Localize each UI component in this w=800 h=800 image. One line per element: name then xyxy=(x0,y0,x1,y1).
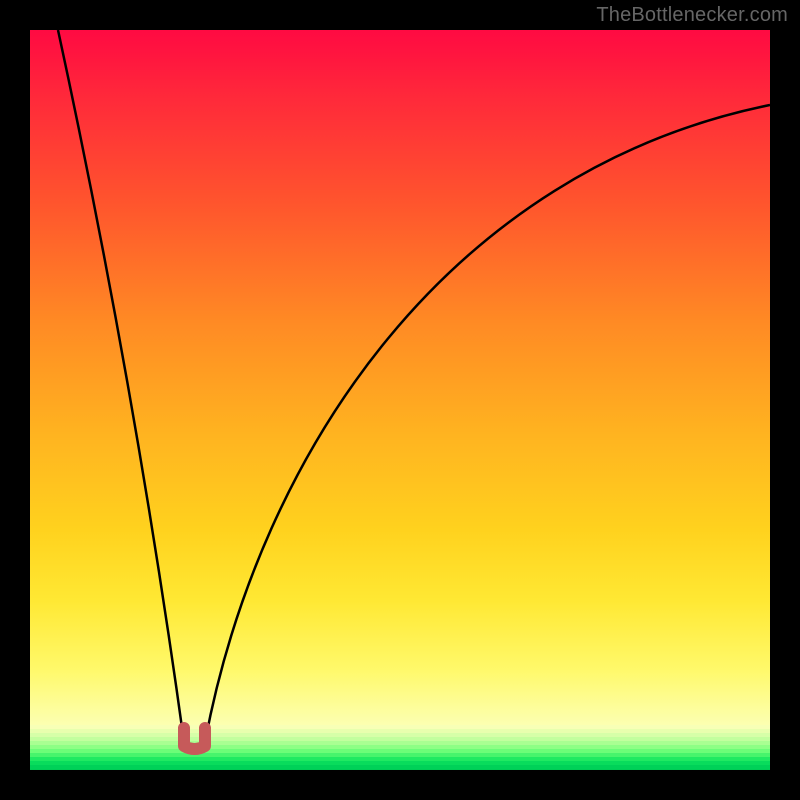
watermark-text: TheBottlenecker.com xyxy=(596,4,788,27)
plot-frame xyxy=(30,30,770,770)
curve-left-flank xyxy=(58,30,184,742)
canvas: TheBottlenecker.com xyxy=(0,0,800,800)
curve-right-flank xyxy=(205,105,770,742)
curve-valley-u xyxy=(184,728,205,749)
bottleneck-curve xyxy=(30,30,770,770)
